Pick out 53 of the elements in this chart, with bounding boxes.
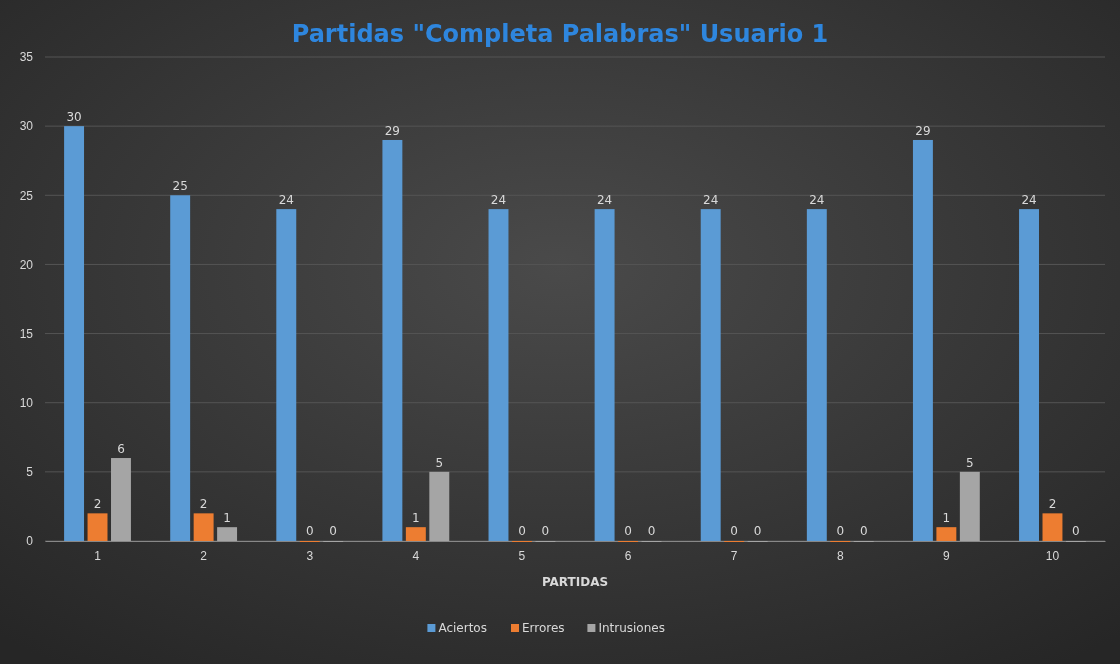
data-label: 0 bbox=[305, 524, 314, 538]
data-label: 2 bbox=[199, 497, 208, 512]
legend-label: Intrusiones bbox=[598, 621, 665, 635]
x-tick-label: 2 bbox=[200, 548, 208, 563]
x-tick-label: 10 bbox=[1045, 548, 1060, 563]
y-tick-label: 5 bbox=[26, 465, 34, 480]
data-label: 1 bbox=[223, 511, 231, 526]
y-tick-label: 25 bbox=[19, 188, 34, 203]
data-label: 24 bbox=[703, 193, 719, 208]
y-tick-label: 30 bbox=[19, 119, 34, 134]
data-label: 5 bbox=[966, 455, 974, 470]
data-label: 29 bbox=[384, 123, 401, 138]
legend-label: Errores bbox=[522, 621, 565, 635]
data-label: 24 bbox=[1021, 193, 1037, 208]
data-label: 1 bbox=[412, 511, 420, 526]
data-label: 0 bbox=[647, 524, 656, 538]
data-label: 1 bbox=[942, 511, 951, 526]
x-tick-label: 9 bbox=[943, 548, 951, 563]
x-tick-label: 7 bbox=[730, 548, 738, 563]
data-label: 0 bbox=[518, 524, 526, 538]
x-tick-label: 4 bbox=[412, 548, 420, 563]
data-label: 0 bbox=[624, 524, 632, 538]
y-tick-label: 20 bbox=[19, 257, 34, 272]
data-label: 0 bbox=[859, 524, 868, 538]
data-label: 25 bbox=[172, 179, 188, 194]
chart-title: Partidas "Completa Palabras" Usuario 1 bbox=[291, 20, 829, 48]
data-label: 2 bbox=[93, 497, 102, 512]
data-label: 6 bbox=[117, 442, 125, 457]
data-label: 2 bbox=[1048, 497, 1057, 512]
x-axis-title: PARTIDAS bbox=[541, 575, 609, 589]
y-tick-label: 10 bbox=[19, 396, 34, 411]
x-tick-label: 5 bbox=[518, 548, 526, 563]
y-tick-label: 35 bbox=[19, 50, 34, 65]
data-label: 24 bbox=[809, 193, 825, 208]
data-label: 0 bbox=[753, 524, 762, 538]
data-label: 0 bbox=[541, 524, 550, 538]
x-tick-label: 8 bbox=[836, 548, 844, 563]
x-tick-label: 1 bbox=[94, 548, 102, 563]
x-tick-label: 6 bbox=[624, 548, 632, 563]
data-label: 24 bbox=[278, 193, 294, 208]
data-label: 5 bbox=[435, 455, 444, 470]
data-label: 30 bbox=[66, 110, 82, 125]
y-tick-label: 0 bbox=[26, 534, 34, 549]
data-label: 0 bbox=[329, 524, 338, 538]
data-label: 24 bbox=[596, 193, 613, 208]
data-label: 24 bbox=[490, 193, 507, 208]
x-tick-label: 3 bbox=[306, 548, 314, 563]
legend-label: Aciertos bbox=[438, 621, 487, 635]
data-label: 0 bbox=[730, 524, 738, 538]
y-tick-label: 15 bbox=[19, 326, 34, 341]
data-label: 0 bbox=[1072, 524, 1080, 538]
data-label: 29 bbox=[915, 123, 931, 138]
data-label: 0 bbox=[836, 524, 845, 538]
